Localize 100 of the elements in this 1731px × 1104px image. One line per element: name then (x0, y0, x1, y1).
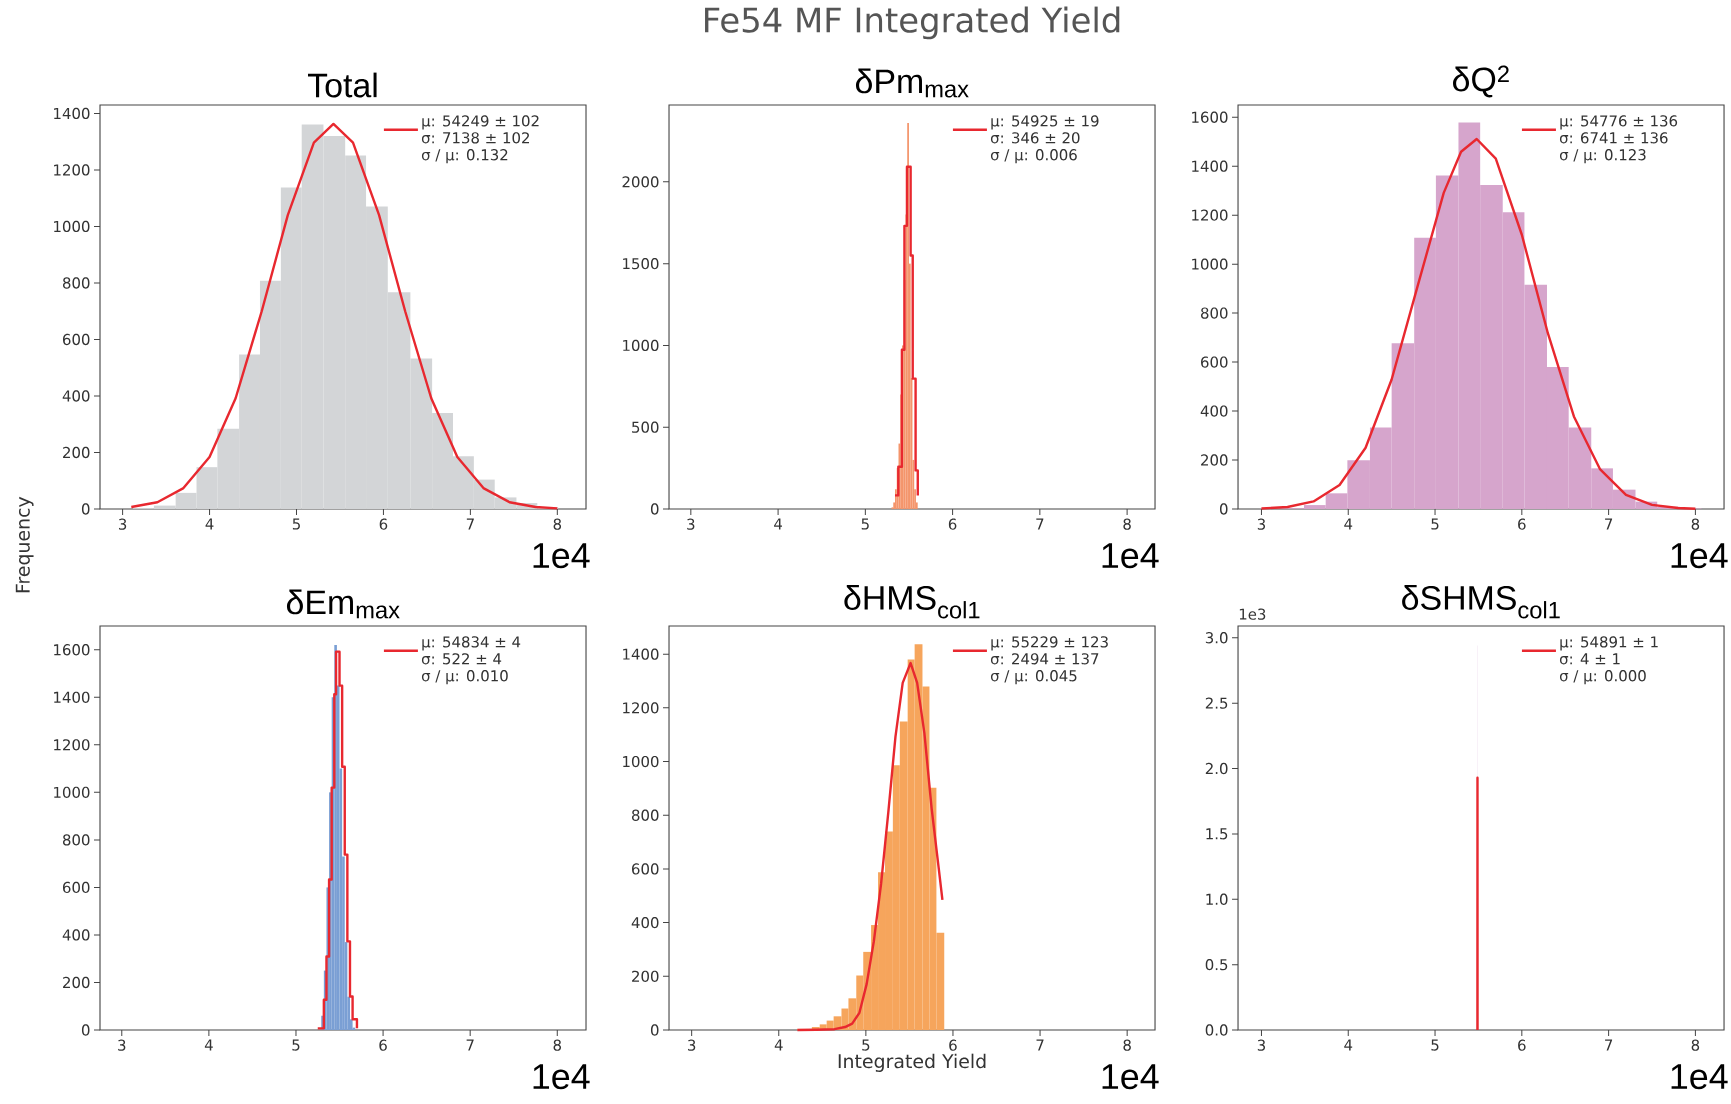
x-tick-label: 5 (292, 1039, 300, 1051)
x-tick-label: 6 (1518, 518, 1526, 530)
x-tick-label: 7 (466, 1039, 474, 1051)
y-tick-label: 1000 (54, 786, 90, 799)
y-tick-label: 800 (1201, 307, 1228, 319)
y-tick-label: 1200 (54, 739, 90, 751)
y-tick-label: 1400 (1192, 160, 1228, 172)
y-tick-label: 600 (1201, 356, 1228, 368)
x-tick-label: 4 (205, 518, 214, 530)
x-tick-label: 3 (1257, 1039, 1266, 1051)
y-tick-label: 1500 (623, 257, 659, 270)
y-tick-label: 3.0 (1205, 632, 1228, 644)
y-axis-title: Frequency (15, 496, 34, 593)
x-tick-label: 7 (1036, 1039, 1044, 1051)
x-tick-label: 7 (1605, 1039, 1613, 1051)
x-tick-label: 4 (774, 518, 782, 530)
x-tick-label: 5 (861, 518, 869, 530)
x-tick-label: 4 (774, 1039, 783, 1051)
y-tick-label: 1400 (623, 648, 659, 660)
legend-label: μ: 54891 ± 1 σ: 4 ± 1 σ / μ: 0.000 (1559, 636, 1658, 685)
x-tick-label: 4 (1344, 518, 1353, 530)
y-tick-label: 400 (62, 390, 90, 402)
y-tick-label: 1200 (54, 164, 90, 176)
y-tick-label: 1200 (1192, 209, 1228, 221)
y-tick-label: 1200 (623, 702, 659, 714)
chart-title: δSHMS$_{col1}$ (1402, 585, 1560, 619)
text: 1e4 (1102, 1064, 1159, 1090)
y-tick-label: 800 (631, 809, 659, 821)
text: 1e4 (1102, 543, 1159, 569)
y-tick-label: 0.5 (1205, 958, 1228, 971)
y-tick-label: 0 (650, 503, 659, 515)
y-tick-label: 600 (63, 881, 90, 894)
y-tick-label: 2.0 (1205, 762, 1228, 775)
x-tick-label: 6 (948, 518, 957, 530)
x-tick-label: 8 (1123, 518, 1131, 530)
y-tick-label: 800 (62, 834, 90, 846)
x-tick-label: 7 (1605, 518, 1613, 530)
x-tick-label: 4 (204, 1039, 213, 1051)
y-tick-label: 0 (81, 503, 90, 515)
x-tick-label: 3 (118, 1039, 126, 1051)
y-tick-label: 2000 (622, 176, 659, 188)
y-tick-label: 200 (632, 970, 659, 982)
chart-title: δEm$_{max}$ (286, 589, 400, 619)
text: 1e3 (1239, 608, 1266, 620)
x-tick-label: 4 (1344, 1039, 1353, 1051)
legend-label: μ: 54925 ± 19 σ: 346 ± 20 σ / μ: 0.006 (990, 115, 1099, 164)
y-tick-label: 0 (650, 1024, 659, 1036)
x-tick-label: 8 (1691, 1039, 1700, 1051)
y-tick-label: 400 (62, 929, 90, 941)
x-tick-label: 5 (1431, 518, 1439, 530)
y-tick-label: 0 (1219, 503, 1228, 515)
text: Fe54 MF Integrated Yield (705, 6, 1120, 40)
y-tick-label: 200 (63, 976, 90, 989)
x-tick-label: 7 (466, 518, 474, 530)
y-tick-label: 600 (63, 333, 90, 346)
x-tick-label: 6 (379, 518, 388, 530)
y-tick-label: 800 (62, 277, 90, 289)
y-tick-label: 1000 (623, 755, 659, 768)
chart-title: δPm$_{max}$ (855, 68, 969, 98)
y-tick-label: 400 (1200, 405, 1228, 417)
x-tick-label: 6 (949, 1039, 957, 1051)
y-tick-label: 1.0 (1206, 893, 1228, 905)
legend-label: μ: 55229 ± 123 σ: 2494 ± 137 σ / μ: 0.045 (990, 636, 1108, 685)
y-tick-label: 200 (63, 446, 90, 459)
x-tick-label: 3 (688, 1039, 696, 1051)
y-tick-label: 500 (632, 421, 659, 433)
text: 1e4 (533, 543, 590, 569)
x-tick-label: 3 (687, 518, 695, 530)
x-tick-label: 6 (1518, 1039, 1526, 1051)
y-tick-label: 2.5 (1205, 697, 1228, 709)
y-tick-label: 1000 (54, 220, 90, 233)
text: 1e4 (533, 1064, 590, 1090)
y-tick-label: 0 (81, 1024, 90, 1036)
legend-label: μ: 54776 ± 136 σ: 6741 ± 136 σ / μ: 0.123 (1559, 115, 1678, 164)
chart-title: δQ$^{2}$ (1453, 65, 1509, 98)
y-tick-label: 200 (1201, 454, 1228, 466)
x-tick-label: 5 (1431, 1039, 1439, 1051)
y-tick-label: 400 (631, 916, 659, 929)
y-tick-label: 1.5 (1206, 828, 1228, 840)
y-tick-label: 1400 (54, 691, 90, 703)
y-tick-label: 1000 (1192, 258, 1228, 270)
x-tick-label: 3 (1257, 518, 1266, 530)
x-tick-label: 3 (119, 518, 127, 530)
y-tick-label: 600 (632, 863, 659, 875)
x-tick-label: 5 (862, 1039, 870, 1051)
x-tick-label: 5 (292, 518, 300, 530)
x-tick-label: 8 (1691, 518, 1700, 530)
x-tick-label: 7 (1036, 518, 1044, 530)
x-tick-label: 8 (1123, 1039, 1131, 1051)
x-tick-label: 8 (553, 518, 562, 530)
chart-title: δHMS$_{col1}$ (844, 585, 980, 619)
x-tick-label: 8 (553, 1039, 561, 1051)
text: 1e4 (1671, 543, 1728, 569)
legend-label: μ: 54834 ± 4 σ: 522 ± 4 σ / μ: 0.010 (421, 636, 521, 685)
text: 1e4 (1671, 1064, 1728, 1090)
y-tick-label: 1000 (623, 339, 659, 352)
x-tick-label: 6 (379, 1039, 387, 1051)
chart-title: Total (308, 72, 377, 98)
y-tick-label: 0.0 (1205, 1024, 1228, 1036)
x-axis-title: Integrated Yield (838, 1053, 986, 1072)
